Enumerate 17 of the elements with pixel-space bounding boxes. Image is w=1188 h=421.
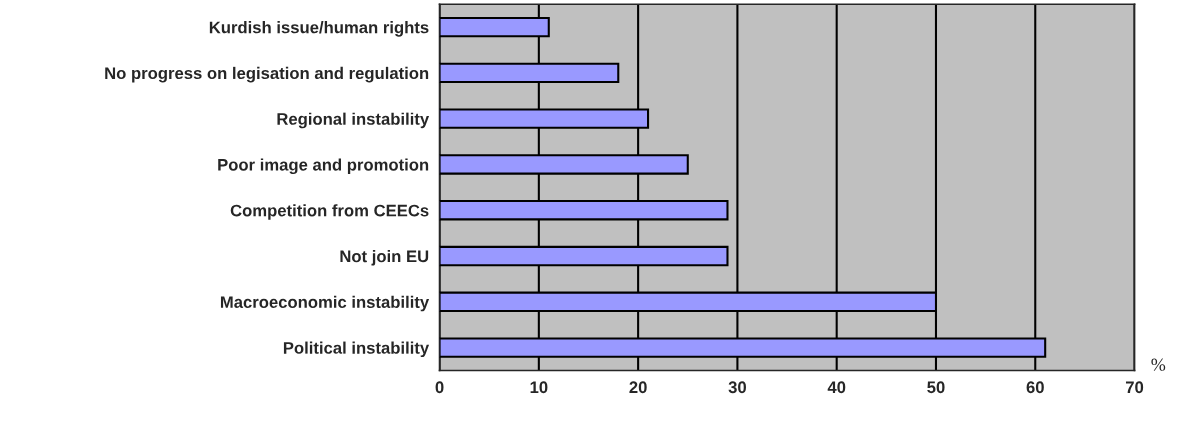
y-tick-label: Political instability (283, 341, 430, 358)
y-tick-label: No progress on legisation and regulation (105, 66, 429, 83)
text: % (1151, 358, 1166, 371)
y-tick-label: Competition from CEECs (230, 204, 429, 220)
x-tick-label: 70 (1125, 381, 1144, 394)
x-tick-label: 60 (1026, 381, 1044, 394)
y-tick-label: Poor image and promotion (218, 158, 429, 175)
y-tick-label: Regional instability (277, 112, 430, 129)
x-tick-label: 30 (728, 381, 746, 394)
x-tick-label: 10 (530, 381, 548, 394)
y-tick-label: Kurdish issue/human rights (209, 21, 429, 37)
x-tick-label: 0 (435, 381, 444, 394)
y-tick-label: Not join EU (340, 249, 429, 266)
x-tick-label: 50 (927, 381, 945, 394)
y-tick-label: Macroeconomic instability (220, 295, 430, 312)
x-tick-label: 40 (827, 381, 846, 394)
x-tick-label: 20 (629, 381, 647, 394)
